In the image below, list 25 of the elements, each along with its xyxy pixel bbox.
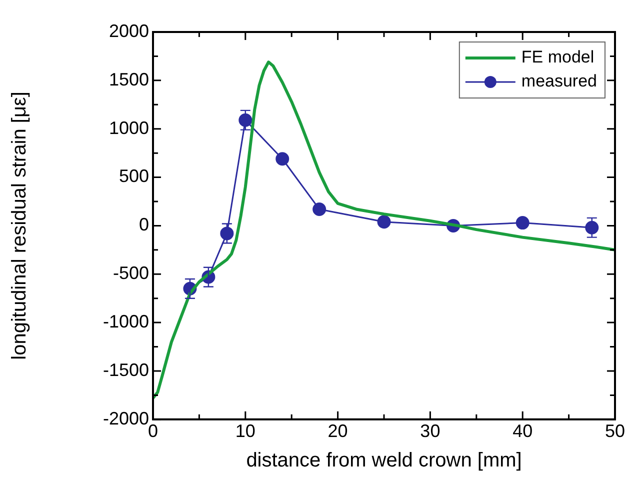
x-tick-label: 50 — [604, 421, 626, 442]
point — [238, 113, 252, 127]
y-tick-label: 500 — [118, 166, 149, 186]
y-tick-label: -1500 — [102, 360, 149, 380]
x-axis-title: distance from weld crown [mm] — [246, 450, 522, 472]
x-tick-label: 20 — [328, 421, 348, 442]
y-tick-label: -1000 — [102, 312, 149, 332]
legend-label: FE model — [521, 48, 594, 67]
point — [377, 215, 391, 229]
point — [516, 216, 530, 230]
y-tick-label: -2000 — [102, 408, 149, 428]
point — [276, 152, 290, 166]
y-tick-label: 1500 — [108, 69, 149, 90]
y-axis-title: longitudinal residual strain [με] — [8, 92, 31, 360]
x-tick-label: 30 — [420, 421, 440, 442]
x-tick-label: 10 — [235, 421, 256, 442]
legend-label: measured — [521, 72, 598, 91]
point — [585, 220, 599, 234]
x-tick-label: 40 — [512, 421, 533, 442]
y-tick-label: 0 — [138, 214, 149, 235]
point — [312, 202, 326, 216]
y-tick-label: 2000 — [108, 20, 149, 41]
point — [220, 226, 234, 240]
y-tick-label: -500 — [112, 263, 149, 284]
y-tick-label: 1000 — [108, 118, 149, 138]
